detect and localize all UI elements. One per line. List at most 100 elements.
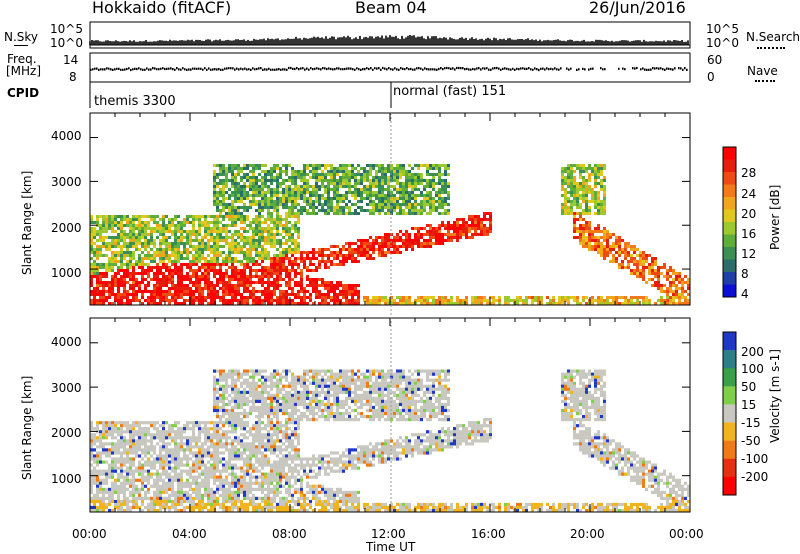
power-pixel	[348, 254, 351, 257]
power-pixel	[207, 248, 210, 251]
power-pixel	[207, 221, 210, 224]
velocity-pixel	[111, 499, 114, 504]
power-pixel	[453, 236, 456, 239]
power-pixel	[123, 275, 126, 278]
power-pixel	[117, 236, 120, 239]
power-pixel	[603, 164, 606, 167]
power-pixel	[306, 278, 309, 281]
velocity-pixel	[93, 493, 96, 497]
power-pixel	[132, 218, 135, 221]
power-pixel	[177, 266, 180, 269]
power-pixel	[537, 296, 540, 299]
power-pixel	[438, 164, 441, 167]
power-pixel	[426, 164, 429, 167]
nave-dotted	[755, 80, 775, 82]
velocity-pixel	[93, 427, 96, 431]
power-pixel	[132, 245, 135, 248]
power-pixel	[159, 266, 162, 269]
velocity-pixel	[183, 484, 186, 488]
power-pixel	[297, 242, 300, 245]
power-pixel	[567, 299, 570, 302]
power-pixel	[279, 182, 282, 185]
power-pixel	[93, 227, 96, 230]
velocity-pixel	[99, 430, 102, 434]
power-pixel	[288, 278, 291, 281]
velocity-pixel	[135, 505, 138, 510]
velocity-pixel	[222, 375, 225, 379]
velocity-pixel	[198, 509, 201, 513]
power-pixel	[270, 212, 273, 215]
power-pixel	[102, 242, 105, 245]
power-pixel	[282, 206, 285, 209]
power-pixel	[672, 269, 675, 272]
power-pixel	[279, 176, 282, 179]
power-pixel	[609, 233, 612, 236]
power-pixel	[249, 170, 252, 173]
velocity-pixel	[219, 451, 222, 455]
power-pixel	[99, 251, 102, 254]
power-pixel	[270, 191, 273, 194]
power-pixel	[165, 290, 168, 293]
power-pixel	[150, 290, 153, 293]
power-pixel	[126, 215, 129, 218]
power-pixel	[606, 230, 609, 233]
velocity-pixel	[93, 509, 96, 513]
power-pixel	[471, 227, 474, 230]
velocity-pixel	[153, 509, 156, 513]
velocity-pixel	[141, 430, 144, 434]
power-pixel	[351, 173, 354, 176]
velocity-pixel	[111, 472, 114, 476]
power-pixel	[417, 176, 420, 179]
power-pixel	[213, 239, 216, 242]
velocity-pixel	[141, 436, 144, 440]
power-pixel	[435, 167, 438, 170]
power-pixel	[489, 218, 492, 221]
velocity-pixel	[90, 472, 93, 476]
velocity-pixel	[108, 454, 111, 458]
power-pixel	[93, 242, 96, 245]
power-pixel	[267, 209, 270, 212]
velocity-pixel	[135, 433, 138, 437]
power-pixel	[195, 272, 198, 275]
power-pixel	[432, 167, 435, 170]
power-pixel	[597, 176, 600, 179]
velocity-pixel	[123, 430, 126, 434]
power-pixel	[111, 221, 114, 224]
velocity-pixel	[108, 451, 111, 455]
power-pixel	[321, 176, 324, 179]
power-pixel	[228, 281, 231, 284]
power-pixel	[330, 263, 333, 266]
power-pixel	[396, 251, 399, 254]
power-pixel	[129, 230, 132, 233]
power-pixel	[408, 239, 411, 242]
power-pixel	[318, 248, 321, 251]
power-pixel	[657, 299, 660, 302]
velocity-pixel	[105, 487, 108, 491]
power-pixel	[282, 266, 285, 269]
power-pixel	[162, 299, 165, 302]
power-pixel	[159, 251, 162, 254]
velocity-pixel	[216, 445, 219, 449]
power-pixel	[507, 302, 510, 305]
power-pixel	[360, 254, 363, 257]
velocity-pixel	[189, 451, 192, 455]
power-pixel	[228, 167, 231, 170]
velocity-pixel	[192, 430, 195, 434]
velocity-pixel	[153, 472, 156, 476]
power-pixel	[408, 176, 411, 179]
power-pixel	[186, 239, 189, 242]
power-pixel	[357, 290, 360, 293]
power-pixel	[408, 299, 411, 302]
power-pixel	[330, 179, 333, 182]
velocity-pixel	[111, 509, 114, 513]
power-pixel	[375, 206, 378, 209]
power-pixel	[333, 194, 336, 197]
velocity-pixel	[174, 469, 177, 473]
power-pixel	[297, 221, 300, 224]
power-pixel	[201, 224, 204, 227]
velocity-pixel	[171, 427, 174, 431]
power-pixel	[105, 284, 108, 287]
velocity-pixel	[177, 433, 180, 437]
velocity-pixel	[171, 466, 174, 470]
power-pixel	[255, 182, 258, 185]
